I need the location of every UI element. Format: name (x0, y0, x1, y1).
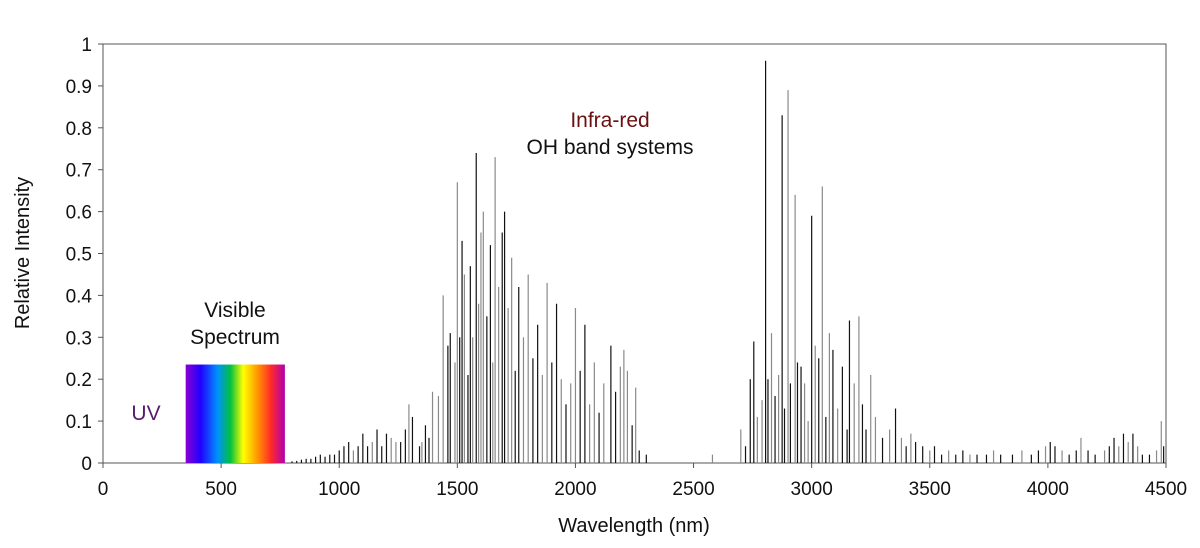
y-axis-title: Relative Intensity (12, 177, 34, 329)
x-tick-label: 3500 (909, 479, 951, 500)
x-tick-label: 1500 (436, 479, 478, 500)
x-tick-label: 3000 (791, 479, 833, 500)
y-tick-label: 0.5 (66, 245, 92, 266)
visible-annotation-line1: Visible (204, 299, 265, 322)
y-tick-label: 0.6 (66, 203, 92, 224)
x-tick-label: 2500 (672, 479, 714, 500)
y-tick-label: 0.1 (66, 412, 92, 433)
spectral-lines (291, 60, 1165, 463)
x-tick-label: 0 (98, 479, 109, 500)
oh-bands-annotation: OH band systems (527, 136, 694, 159)
infrared-annotation: Infra-red (570, 109, 649, 132)
y-axis-ticks: 0 0.1 0.2 0.3 0.4 0.5 0.6 0.7 0.8 0.9 1 (66, 35, 103, 475)
y-tick-label: 0.7 (66, 161, 92, 182)
x-tick-label: 4500 (1145, 479, 1187, 500)
x-axis-ticks: 0 500 1000 1500 2000 2500 3000 3500 4000 4500 (98, 463, 1187, 500)
x-tick-label: 2000 (554, 479, 596, 500)
y-tick-label: 0.3 (66, 328, 92, 349)
uv-annotation: UV (131, 402, 160, 425)
x-tick-label: 1000 (318, 479, 360, 500)
x-tick-label: 4000 (1027, 479, 1069, 500)
y-tick-label: 0.8 (66, 119, 92, 140)
y-tick-label: 1 (81, 35, 92, 56)
y-tick-label: 0.2 (66, 370, 92, 391)
y-tick-label: 0.4 (66, 286, 93, 307)
x-tick-label: 500 (205, 479, 237, 500)
y-tick-label: 0.9 (66, 77, 92, 98)
visible-annotation-line2: Spectrum (190, 326, 280, 349)
visible-spectrum-band (185, 364, 285, 463)
x-axis-title: Wavelength (nm) (558, 515, 710, 537)
y-tick-label: 0 (81, 454, 92, 475)
